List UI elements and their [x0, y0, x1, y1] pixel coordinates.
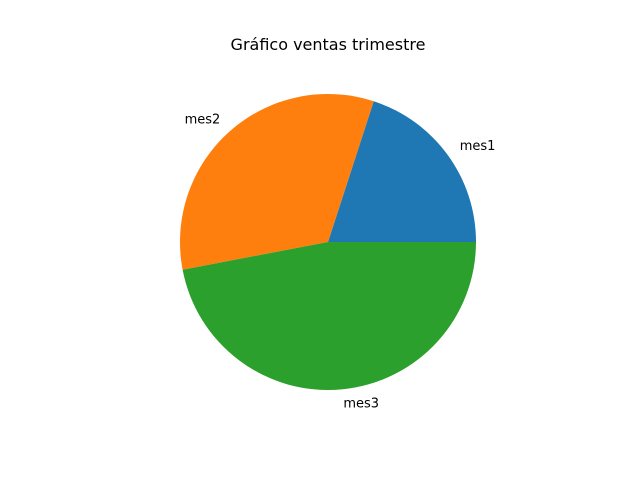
- pie-label-mes3: mes3: [343, 397, 379, 412]
- pie-label-mes2: mes2: [185, 112, 221, 127]
- pie-labels: mes1 mes2 mes3: [185, 112, 496, 411]
- pie-label-mes1: mes1: [460, 139, 496, 154]
- chart-title: Gráfico ventas trimestre: [231, 35, 426, 54]
- pie-slice-mes2: [179, 93, 374, 270]
- pie-slices: [179, 93, 476, 391]
- pie-slice-mes1: [328, 101, 476, 243]
- pie-slice-mes3: [182, 242, 476, 391]
